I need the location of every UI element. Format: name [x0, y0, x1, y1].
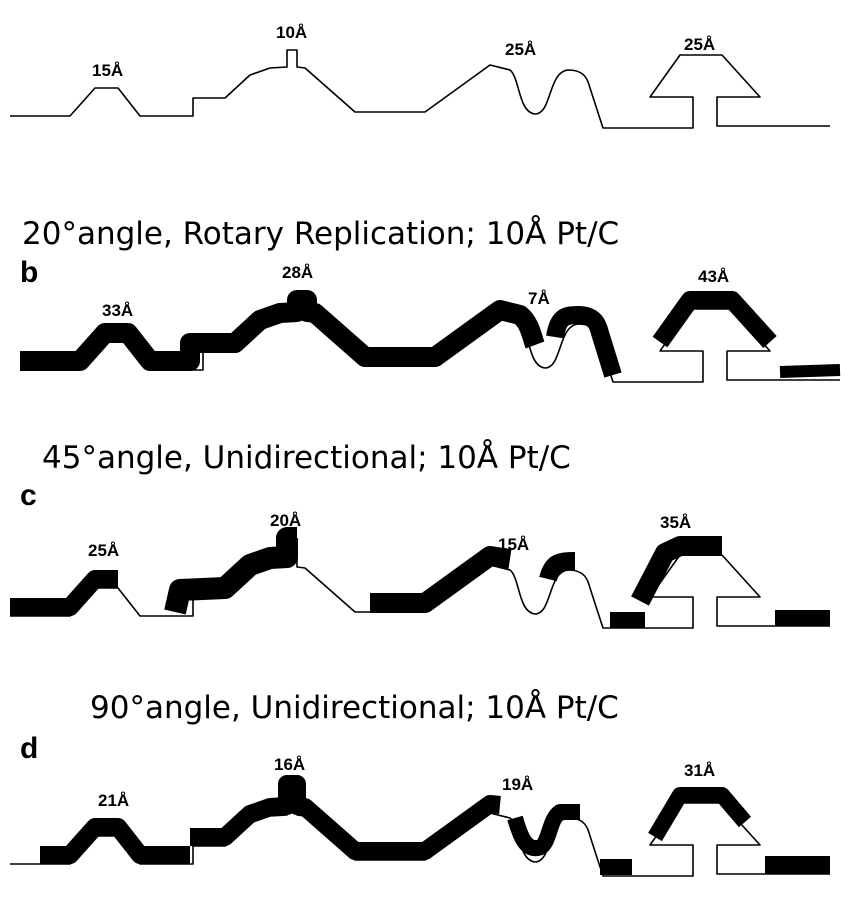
- height-label: 25Å: [88, 541, 119, 560]
- height-label: 31Å: [684, 761, 715, 780]
- height-label: 10Å: [276, 23, 307, 42]
- surface-profile: [9, 549, 831, 629]
- height-label: 7Å: [528, 289, 550, 308]
- coating: [546, 306, 622, 378]
- height-label: 35Å: [660, 513, 691, 532]
- height-label: 25Å: [684, 35, 715, 54]
- coating: [631, 536, 722, 606]
- coating: [779, 364, 841, 378]
- coating: [507, 804, 580, 857]
- surface-profile: [9, 49, 831, 129]
- coating: [20, 290, 545, 371]
- panel-c: 25Å 20Å 15Å 35Å: [9, 511, 831, 629]
- coating: [190, 775, 501, 860]
- height-label: 20Å: [270, 511, 301, 530]
- coating: [164, 527, 298, 615]
- coating: [40, 818, 190, 864]
- coating: [648, 787, 752, 842]
- height-label: 19Å: [502, 775, 533, 794]
- height-label: 15Å: [498, 535, 529, 554]
- panel-b: 33Å 28Å 7Å 43Å: [19, 263, 841, 383]
- height-label: 15Å: [92, 61, 123, 80]
- height-label: 16Å: [274, 755, 305, 774]
- coating: [652, 291, 777, 349]
- caption-b: 20°angle, Rotary Replication; 10Å Pt/C: [22, 216, 619, 252]
- coating: [370, 546, 512, 613]
- caption-c: 45°angle, Unidirectional; 10Å Pt/C: [42, 440, 571, 476]
- height-label: 25Å: [505, 40, 536, 59]
- panel-a: 15Å 10Å 25Å 25Å: [9, 23, 831, 129]
- height-label: 21Å: [98, 791, 129, 810]
- height-label: 28Å: [282, 263, 313, 282]
- height-label: 43Å: [698, 267, 729, 286]
- panel-letter-b: b: [20, 256, 38, 289]
- coating: [10, 570, 118, 616]
- panel-letter-d: d: [20, 732, 38, 765]
- caption-d: 90°angle, Unidirectional; 10Å Pt/C: [90, 690, 619, 726]
- panel-letter-c: c: [20, 479, 37, 512]
- height-label: 33Å: [102, 301, 133, 320]
- panel-d: 21Å 16Å 19Å 31Å: [9, 755, 831, 877]
- coating: [539, 552, 576, 582]
